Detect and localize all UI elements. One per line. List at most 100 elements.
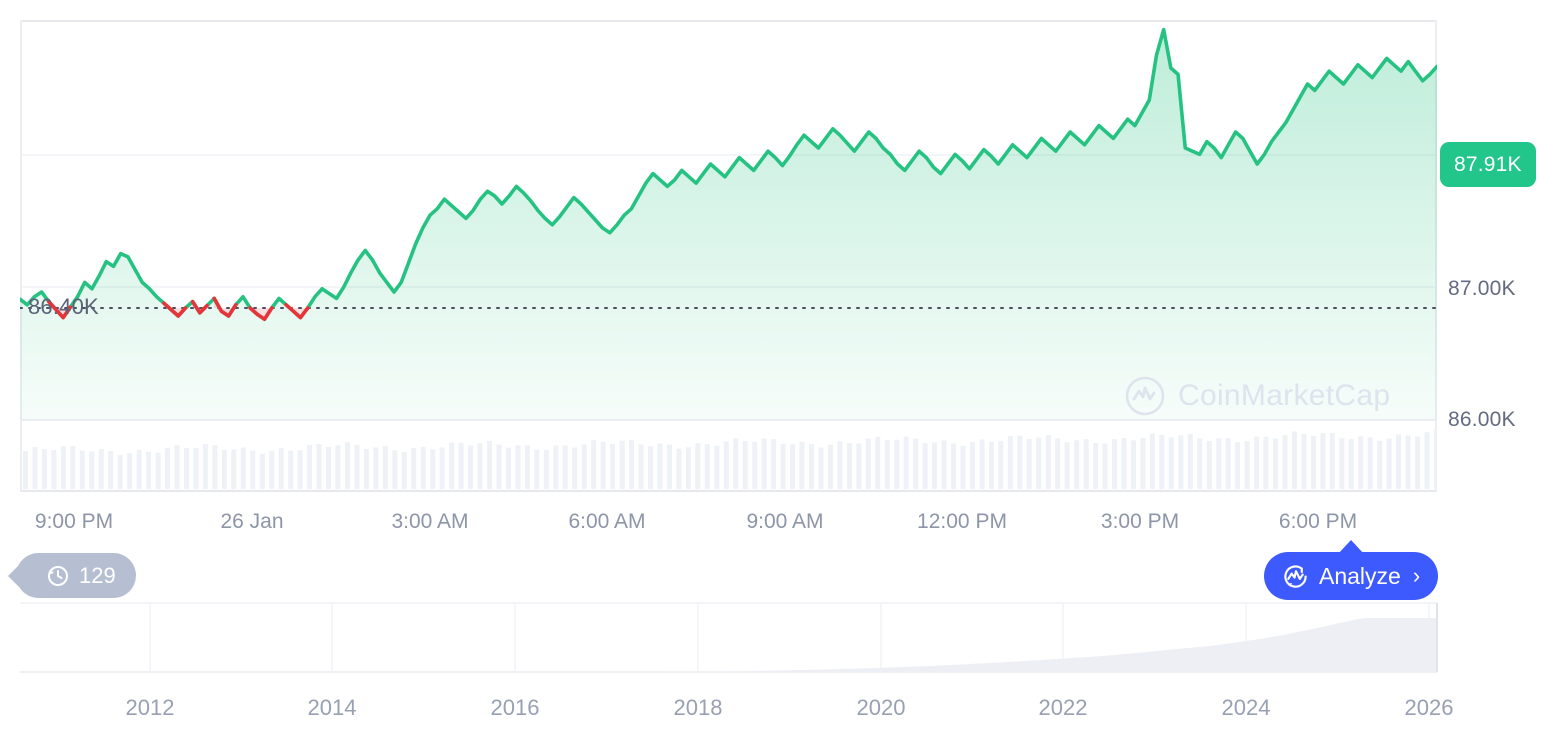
volume-bar: [856, 443, 862, 489]
volume-bar: [591, 440, 597, 489]
volume-bar: [827, 444, 833, 489]
x-axis-tick: 12:00 PM: [917, 510, 1007, 533]
volume-bar: [704, 444, 710, 489]
volume-bar: [903, 436, 909, 489]
volume-bar: [629, 439, 635, 489]
navigator-x-axis-tick: 2022: [1038, 695, 1088, 720]
volume-bar: [468, 445, 474, 489]
volume-bar: [98, 448, 104, 489]
volume-bars: [23, 429, 1437, 489]
x-axis-tick: 3:00 AM: [391, 510, 469, 533]
volume-bar: [723, 441, 729, 489]
price-area-fill: [20, 29, 1437, 420]
volume-bar: [846, 443, 852, 489]
volume-bar: [496, 444, 502, 489]
volume-bar: [1254, 436, 1260, 489]
navigator-area: [20, 618, 1437, 672]
volume-bar: [288, 450, 294, 489]
range-navigator[interactable]: [0, 600, 1566, 678]
volume-bar: [771, 439, 777, 489]
volume-bar: [202, 444, 208, 489]
volume-bar: [1424, 432, 1430, 489]
volume-bar: [1396, 434, 1402, 489]
volume-bar: [23, 451, 28, 489]
volume-bar: [657, 443, 663, 489]
volume-bar: [1140, 438, 1146, 489]
volume-bar: [51, 450, 57, 489]
volume-bar: [913, 438, 919, 489]
analyze-button[interactable]: Analyze ›: [1264, 552, 1439, 600]
current-price-badge: 87.91K: [1440, 142, 1536, 187]
volume-bar: [316, 443, 322, 489]
volume-bar: [1017, 435, 1023, 489]
volume-bar: [250, 450, 256, 489]
volume-bar: [1102, 443, 1108, 489]
clock-history-icon: [48, 565, 68, 586]
price-area-plot: [20, 20, 1437, 492]
volume-bar: [761, 438, 767, 489]
volume-bar: [998, 440, 1004, 489]
volume-bar: [108, 451, 114, 489]
volume-bar: [543, 449, 549, 489]
volume-bar: [685, 447, 691, 489]
navigator-x-axis: 2012 2014 2016 2018 2020 2022 2024 2026: [0, 695, 1566, 730]
volume-bar: [951, 443, 957, 489]
volume-bar: [1386, 438, 1392, 489]
analyze-button-pointer: [1338, 540, 1364, 554]
volume-bar: [714, 445, 720, 489]
analyze-button-label: Analyze: [1319, 562, 1401, 589]
volume-bar: [875, 436, 881, 489]
volume-bar: [1159, 434, 1165, 489]
volume-bar: [638, 444, 644, 489]
volume-bar: [193, 447, 199, 489]
y-axis-label-86k: 86.00K: [1448, 408, 1516, 431]
volume-bar: [1178, 435, 1184, 489]
volume-bar: [1007, 435, 1013, 489]
volume-bar: [354, 444, 360, 489]
volume-bar: [600, 441, 606, 489]
volume-bar: [969, 441, 975, 489]
volume-bar: [695, 443, 701, 489]
volume-bar: [553, 445, 559, 489]
volume-bar: [344, 442, 350, 489]
volume-bar: [515, 445, 521, 489]
coinmarketcap-logo-icon: [1284, 564, 1307, 588]
x-axis-tick: 9:00 PM: [34, 510, 114, 533]
volume-bar: [837, 441, 843, 489]
volume-bar: [894, 439, 900, 489]
volume-bar: [790, 444, 796, 489]
volume-bar: [439, 447, 445, 489]
volume-bar: [1093, 442, 1099, 489]
volume-bar: [146, 451, 152, 489]
history-count-badge[interactable]: 129: [16, 553, 136, 598]
volume-bar: [1244, 441, 1250, 489]
volume-bar: [60, 446, 66, 489]
x-axis-tick: 3:00 PM: [1100, 510, 1180, 533]
volume-bar: [307, 445, 313, 489]
volume-bar: [505, 447, 511, 489]
volume-bar: [335, 445, 341, 489]
navigator-x-axis-tick: 2018: [673, 695, 723, 720]
volume-bar: [524, 445, 530, 489]
volume-bar: [278, 448, 284, 489]
volume-bar: [1415, 436, 1421, 489]
volume-bar: [1216, 438, 1222, 489]
volume-bar: [1225, 438, 1231, 489]
volume-bar: [382, 446, 388, 489]
volume-bar: [1121, 438, 1127, 489]
volume-bar: [1045, 435, 1051, 489]
volume-bar: [487, 440, 493, 489]
volume-bar: [1055, 438, 1061, 489]
volume-bar: [269, 450, 275, 489]
volume-bar: [165, 447, 171, 489]
main-price-chart[interactable]: 87.00K 86.00K 87.91K 86.40K CoinMarketCa…: [0, 0, 1566, 500]
volume-bar: [41, 449, 47, 489]
volume-bar: [1235, 442, 1241, 489]
volume-bar: [477, 443, 483, 489]
volume-bar: [1434, 429, 1437, 489]
volume-bar: [183, 448, 189, 489]
volume-bar: [808, 444, 814, 489]
volume-bar: [231, 449, 237, 489]
volume-bar: [174, 445, 180, 489]
